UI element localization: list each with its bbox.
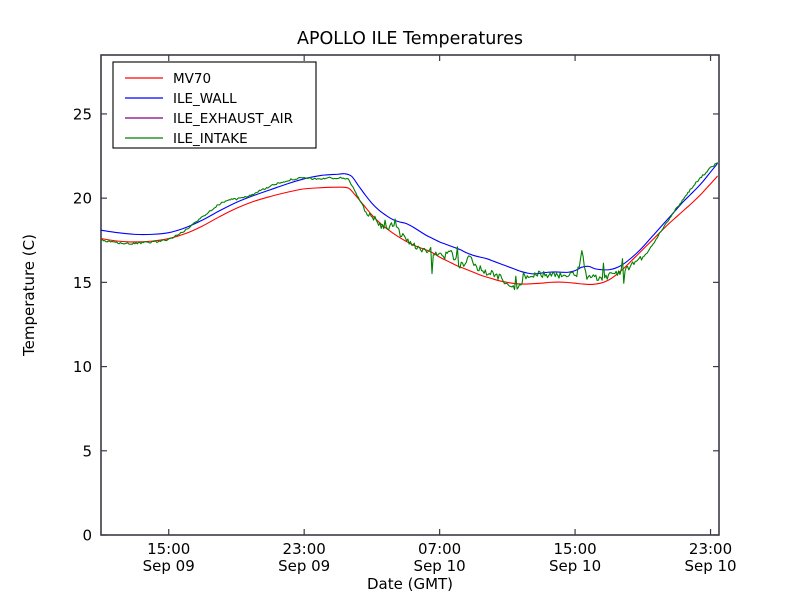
x-tick-time: 15:00 xyxy=(147,540,190,558)
x-tick-date: Sep 10 xyxy=(684,557,736,575)
legend-label-mv70: MV70 xyxy=(173,71,211,87)
legend-label-ile_wall: ILE_WALL xyxy=(173,91,237,107)
data-series-group xyxy=(100,162,718,291)
plot-area-border xyxy=(100,54,720,536)
series-line-mv70 xyxy=(100,175,718,285)
x-tick-date: Sep 10 xyxy=(549,557,601,575)
chart-legend[interactable]: MV70 ILE_WALL ILE_EXHAUST_AIR ILE_INTAKE xyxy=(112,61,317,149)
y-tick-label: 20 xyxy=(73,190,92,208)
x-tick-date: Sep 09 xyxy=(143,557,195,575)
y-tick-label: 0 xyxy=(82,527,92,545)
legend-box xyxy=(112,61,317,149)
x-tick-time: 15:00 xyxy=(553,540,596,558)
x-axis-label: Date (GMT) xyxy=(367,575,453,593)
x-tick-date: Sep 10 xyxy=(414,557,466,575)
legend-label-ile_intake: ILE_INTAKE xyxy=(173,131,248,147)
y-tick-label: 10 xyxy=(73,358,92,376)
y-tick-label: 15 xyxy=(73,274,92,292)
legend-label-ile_exhaust_air: ILE_EXHAUST_AIR xyxy=(173,111,293,127)
x-tick-date: Sep 09 xyxy=(278,557,330,575)
x-tick-time: 23:00 xyxy=(283,540,326,558)
series-line-ile_intake xyxy=(100,162,718,291)
y-axis-label: Temperature (C) xyxy=(20,234,38,357)
legend-items: MV70 ILE_WALL ILE_EXHAUST_AIR ILE_INTAKE xyxy=(125,71,293,147)
x-tick-time: 07:00 xyxy=(418,540,461,558)
series-line-ile_wall xyxy=(100,163,718,275)
y-tick-label: 25 xyxy=(73,105,92,123)
x-tick-time: 23:00 xyxy=(689,540,732,558)
chart-title: APOLLO ILE Temperatures xyxy=(297,29,523,49)
y-tick-label: 5 xyxy=(82,442,92,460)
y-axis-ticks: 0 5 10 15 20 25 xyxy=(73,105,719,545)
